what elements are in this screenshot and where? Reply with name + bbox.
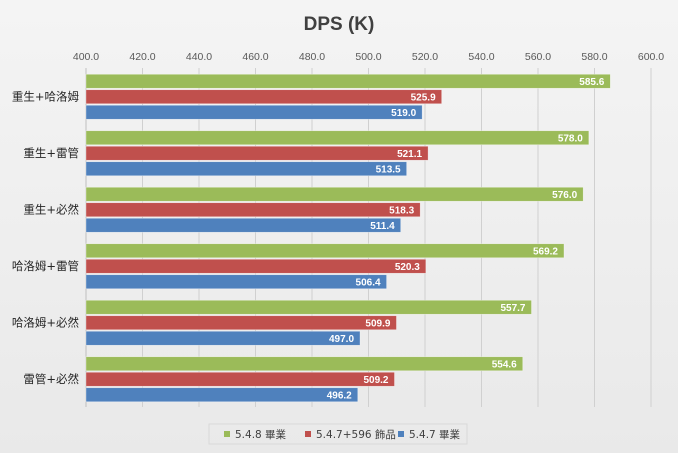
bar [85, 315, 397, 331]
bar [85, 104, 423, 120]
chart-title: DPS (K) [304, 14, 375, 35]
data-label: 576.0 [552, 190, 577, 201]
bar [85, 161, 407, 177]
legend-frame [208, 423, 468, 445]
x-axis-ticks: 400.0 420.0 440.0 460.0 480.0 500.0 520.0 540.0… [73, 51, 664, 63]
legend: 5.4.8 畢業 5.4.7+596 飾品 5.4.7 畢業 [208, 423, 468, 445]
x-tick-label: 440.0 [186, 51, 212, 63]
bar [85, 356, 524, 372]
bar [85, 387, 359, 403]
x-tick-label: 500.0 [355, 51, 381, 63]
bar [85, 145, 429, 161]
x-tick-label: 420.0 [129, 51, 155, 63]
category-label: 重生+哈洛姆 [12, 89, 80, 103]
x-tick-label: 560.0 [525, 51, 551, 63]
x-tick-label: 400.0 [73, 51, 99, 63]
data-label: 513.5 [376, 164, 401, 175]
x-tick-label: 540.0 [468, 51, 494, 63]
category-label: 重生+必然 [23, 202, 79, 216]
legend-swatch [305, 431, 311, 437]
data-label: 506.4 [356, 277, 381, 288]
x-tick-label: 600.0 [638, 51, 664, 63]
bar [85, 330, 361, 346]
data-label: 554.6 [492, 359, 517, 370]
bar [85, 371, 395, 387]
bar [85, 258, 427, 274]
legend-swatch [224, 431, 230, 437]
data-label: 520.3 [395, 262, 420, 273]
data-label: 511.4 [370, 221, 395, 232]
legend-label: 5.4.8 畢業 [235, 428, 287, 441]
bar [85, 89, 442, 105]
bars: 585.6 525.9 519.0 578.0 521.1 513.5 576.0 518.3… [85, 73, 611, 403]
legend-label: 5.4.7+596 飾品 [316, 428, 396, 441]
data-label: 497.0 [329, 334, 354, 345]
bar [85, 299, 532, 315]
bar [85, 274, 387, 290]
data-label: 496.2 [327, 390, 352, 401]
legend-swatch [398, 431, 404, 437]
bar [85, 243, 565, 259]
data-label: 509.2 [363, 375, 388, 386]
category-label: 雷管+必然 [23, 372, 79, 386]
category-label: 哈洛姆+必然 [12, 315, 80, 329]
bar [85, 73, 611, 89]
data-label: 557.7 [500, 303, 525, 314]
gridlines [85, 68, 652, 407]
bar [85, 217, 402, 233]
category-label: 重生+雷管 [23, 146, 79, 160]
x-tick-label: 520.0 [412, 51, 438, 63]
data-label: 578.0 [558, 133, 583, 144]
data-label: 509.9 [365, 318, 390, 329]
data-label: 525.9 [411, 92, 436, 103]
data-label: 521.1 [397, 149, 422, 160]
data-label: 519.0 [391, 108, 416, 119]
bar [85, 186, 584, 202]
data-label: 585.6 [579, 77, 604, 88]
x-tick-label: 480.0 [299, 51, 325, 63]
category-label: 哈洛姆+雷管 [12, 259, 79, 273]
x-tick-label: 460.0 [242, 51, 268, 63]
legend-label: 5.4.7 畢業 [409, 428, 461, 441]
x-tick-label: 580.0 [581, 51, 607, 63]
bar [85, 130, 590, 146]
bar [85, 202, 421, 218]
data-label: 569.2 [533, 246, 558, 257]
data-label: 518.3 [389, 205, 414, 216]
